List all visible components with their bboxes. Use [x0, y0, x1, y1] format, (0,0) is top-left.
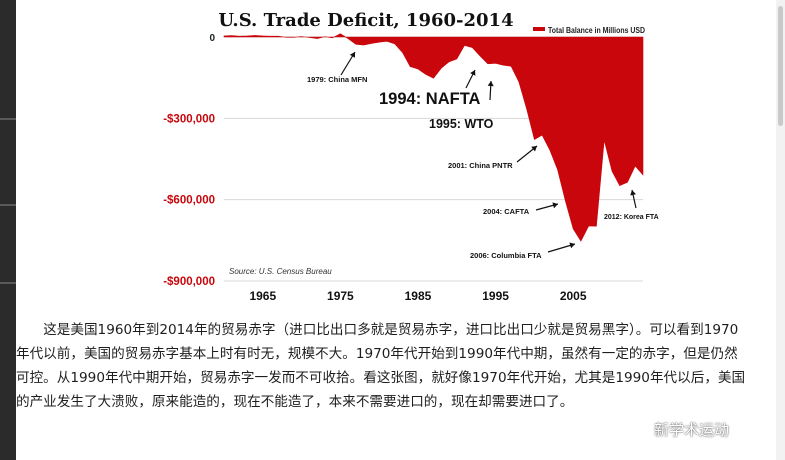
x-axis-labels: 1965 1975 1985 1995 2005: [249, 289, 586, 303]
source-note: Source: U.S. Census Bureau: [229, 267, 332, 276]
annotation-label: 2006: Columbia FTA: [470, 251, 542, 260]
annotation-layer: 1979: China MFN 1994: NAFTA 1995: WTO 2001:…: [307, 51, 659, 260]
watermark: 新学术运动: [624, 416, 729, 442]
y-axis-labels: 0 -$300,000 -$600,000 -$900,000: [163, 33, 215, 288]
x-tick-label: 1985: [405, 289, 432, 303]
trade-deficit-chart: U.S. Trade Deficit, 1960-2014 Total Bala…: [163, 10, 659, 303]
article-paragraph: 这是美国1960年到2014年的贸易赤字（进口比出口多就是贸易赤字，进口比出口少…: [16, 322, 746, 410]
annotation-arrowhead: [552, 202, 558, 209]
annotation-label: 2001: China PNTR: [448, 161, 513, 170]
x-tick-label: 1965: [249, 289, 276, 303]
annotation-arrowhead: [349, 52, 355, 58]
annotation-label: 1995: WTO: [429, 117, 494, 131]
y-tick-label: -$900,000: [163, 276, 215, 288]
y-tick-label: -$300,000: [163, 113, 215, 125]
watermark-text: 新学术运动: [654, 420, 730, 439]
area-layer: [223, 33, 644, 242]
annotation-label: 1979: China MFN: [307, 75, 367, 84]
scrollbar-thumb[interactable]: [778, 6, 783, 126]
y-tick-label: -$600,000: [163, 195, 215, 207]
legend-label: Total Balance in Millions USD: [548, 25, 645, 35]
wechat-icon: [624, 419, 648, 438]
left-window-edge: [0, 0, 16, 460]
scrollbar[interactable]: [776, 0, 785, 460]
legend-swatch: [533, 27, 545, 31]
chart-title: U.S. Trade Deficit, 1960-2014: [218, 10, 513, 31]
annotation-arrowhead: [487, 81, 494, 87]
annotation-label: 1994: NAFTA: [379, 90, 481, 108]
annotation-arrowhead: [531, 146, 537, 152]
annotation-arrowhead: [569, 242, 575, 249]
series-area: [223, 33, 644, 242]
y-tick-label: 0: [209, 33, 215, 44]
annotation-arrowhead: [470, 70, 476, 76]
content-frame: [16, 0, 776, 460]
x-tick-label: 2005: [560, 289, 587, 303]
x-tick-label: 1995: [482, 289, 509, 303]
annotation-label: 2012: Korea FTA: [604, 214, 659, 221]
annotation-arrowhead: [630, 190, 636, 196]
annotation-label: 2004: CAFTA: [483, 207, 530, 216]
x-tick-label: 1975: [327, 289, 354, 303]
